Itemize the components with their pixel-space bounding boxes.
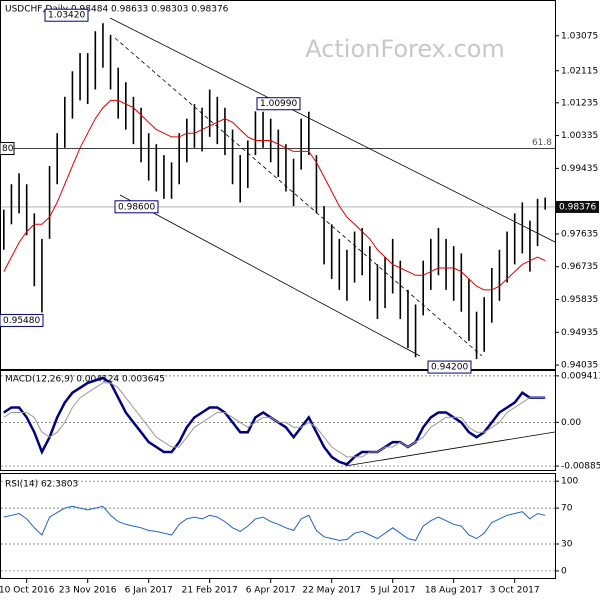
moving-average — [3, 99, 546, 291]
fib-left-label: 80 — [2, 144, 14, 154]
channel-line — [119, 194, 421, 357]
y-tick-label: 1.01235 — [561, 98, 598, 108]
annotation-box — [44, 8, 89, 22]
y-tick-label: 1.00335 — [561, 131, 598, 141]
rsi-title: RSI(14) 62.3803 — [5, 480, 78, 490]
rsi-line — [3, 505, 546, 541]
fib-tag — [0, 142, 15, 156]
y-tick-label: 0.009411 — [561, 371, 600, 381]
y-tick-label: 0.94935 — [561, 328, 598, 338]
annotation-box — [0, 313, 44, 327]
annotation-label: 0.94200 — [431, 363, 468, 373]
x-tick-label: 18 Aug 2017 — [425, 586, 483, 596]
y-tick-label: 0.95835 — [561, 295, 598, 305]
annotation-box — [114, 200, 159, 214]
y-tick-label: 0.94035 — [561, 361, 598, 371]
macd-frame — [0, 370, 556, 471]
trend-line — [114, 37, 483, 357]
x-tick-label: 10 Oct 2016 — [0, 586, 55, 596]
x-tick-label: 23 Nov 2016 — [59, 586, 117, 596]
x-tick-label: 3 Oct 2017 — [490, 586, 540, 596]
watermark: ActionForex.com — [305, 35, 505, 63]
price-frame — [0, 0, 556, 370]
x-tick-label: 21 Feb 2017 — [182, 586, 238, 596]
y-tick-label: 0.99435 — [561, 164, 598, 174]
x-tick-label: 6 Jan 2017 — [125, 586, 173, 596]
y-tick-label: -0.008852 — [561, 462, 600, 472]
annotation-box — [427, 360, 472, 374]
y-tick-label: 1.03075 — [561, 31, 598, 41]
macd-title: MACD(12,26,9) 0.004124 0.003645 — [5, 375, 165, 385]
y-tick-label: 0 — [561, 566, 567, 576]
y-tick-label: 0.96735 — [561, 262, 598, 272]
annotation-label: 0.98600 — [118, 202, 155, 212]
y-tick-label: 1.02115 — [561, 66, 598, 76]
annotation-label: 1.03420 — [48, 11, 85, 21]
y-tick-label: 70 — [561, 504, 573, 514]
price-tag-label: 0.98376 — [559, 202, 596, 212]
price-tag — [555, 200, 599, 213]
x-tick-label: 6 Apr 2017 — [246, 586, 296, 596]
y-tick-label: 30 — [561, 540, 573, 550]
y-tick-label: 0.00 — [561, 418, 581, 428]
annotation-label: 1.00990 — [260, 99, 297, 109]
annotation-box — [256, 97, 301, 111]
x-tick-label: 5 Jul 2017 — [370, 586, 415, 596]
x-tick-label: 22 May 2017 — [302, 586, 361, 596]
macd-line — [3, 382, 546, 458]
rsi-frame — [0, 473, 556, 579]
price-title: USDCHF,Daily 0.98484 0.98633 0.98303 0.9… — [5, 5, 229, 15]
fib-right-label: 61.8 — [532, 138, 552, 148]
y-tick-label: 100 — [561, 477, 578, 487]
channel-line — [109, 17, 556, 243]
y-tick-label: 0.97635 — [561, 229, 598, 239]
trend-line — [344, 431, 556, 467]
annotation-label: 0.95480 — [3, 316, 40, 326]
